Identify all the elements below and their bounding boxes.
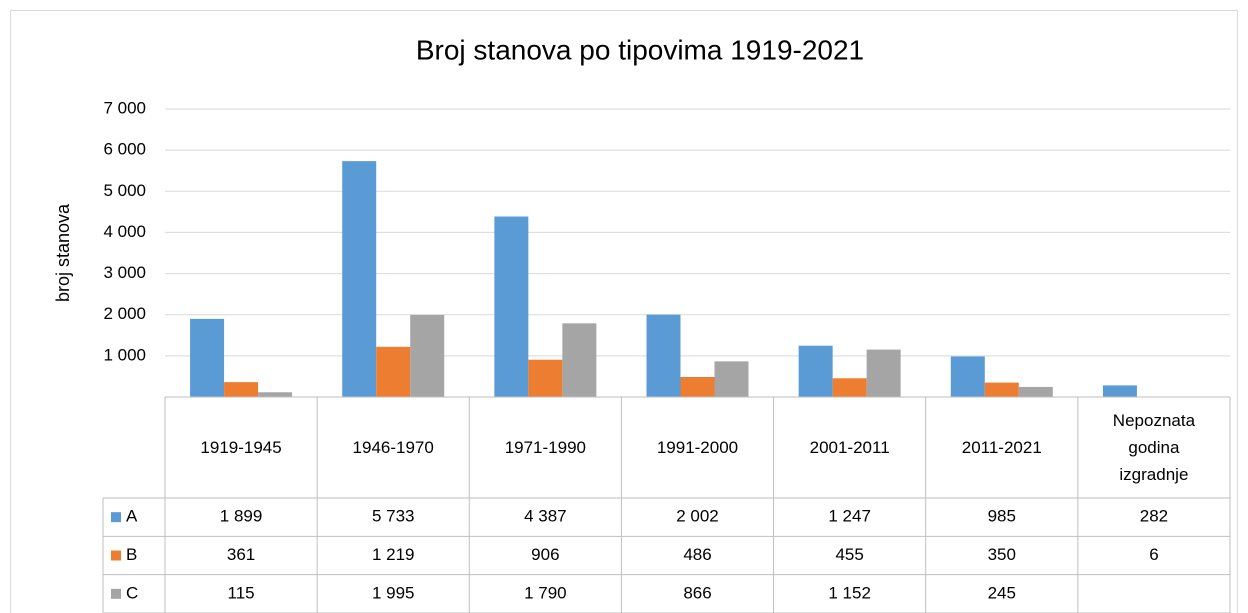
table-value: 4 387 <box>524 507 567 526</box>
chart-border <box>10 10 1238 613</box>
x-tick-label: 2001-2011 <box>809 438 890 457</box>
table-value: 906 <box>531 545 559 564</box>
bar <box>984 382 1019 397</box>
bar <box>528 359 563 397</box>
bar <box>832 378 867 397</box>
bar <box>1102 385 1137 397</box>
x-tick-label: 1919-1945 <box>200 438 282 457</box>
bar <box>258 392 293 397</box>
table-value: 1 790 <box>524 583 567 602</box>
bar <box>562 323 597 397</box>
x-tick-label-box: 1971-1990 <box>504 438 586 457</box>
y-tick-label: 5 000 <box>103 181 146 200</box>
legend-label: A <box>126 507 138 526</box>
table-value: 282 <box>1140 507 1168 526</box>
bar <box>680 377 715 397</box>
legend-key <box>111 550 121 561</box>
table-value: 361 <box>227 545 255 564</box>
y-tick-label: 1 000 <box>103 345 146 364</box>
table-value: 115 <box>228 583 255 602</box>
table-value: 1 219 <box>372 545 415 564</box>
bar <box>646 314 681 397</box>
y-tick-label: 7 000 <box>103 98 146 117</box>
bar <box>1018 386 1053 397</box>
x-tick-label-box: Nepoznata godina izgradnje <box>1112 411 1196 484</box>
y-axis-title: broj stanova <box>53 203 73 302</box>
bar <box>950 356 985 397</box>
table-value: 6 <box>1149 545 1158 564</box>
x-tick-label: 1946-1970 <box>352 438 434 457</box>
legend-key <box>111 512 121 523</box>
bar <box>224 382 259 397</box>
bar <box>714 361 749 397</box>
bar <box>494 216 529 397</box>
table-value: 1 899 <box>220 507 263 526</box>
bar <box>190 318 225 397</box>
bar <box>342 161 377 397</box>
y-tick-label: 3 000 <box>103 263 146 282</box>
legend-label: B <box>126 545 137 564</box>
table-value: 5 733 <box>372 507 415 526</box>
y-tick-label: 4 000 <box>103 222 146 241</box>
chart-title: Broj stanova po tipovima 1919-2021 <box>416 34 864 65</box>
table-value: 1 152 <box>828 583 871 602</box>
table-value: 2 002 <box>676 507 719 526</box>
bar <box>410 314 445 397</box>
x-tick-label-box: 2001-2011 <box>809 438 890 457</box>
x-tick-label: 1991-2000 <box>656 438 739 457</box>
table-value: 866 <box>683 583 711 602</box>
table-value: 1 247 <box>828 507 871 526</box>
x-tick-label: Nepoznata godina izgradnje <box>1112 411 1196 484</box>
x-tick-label-box: 1919-1945 <box>200 438 282 457</box>
table-value: 1 995 <box>372 583 415 602</box>
bar <box>376 346 411 397</box>
y-tick-label: 2 000 <box>103 304 146 323</box>
table-value: 245 <box>988 583 1016 602</box>
x-tick-label-box: 1946-1970 <box>352 438 434 457</box>
legend-key <box>111 588 121 599</box>
table-value: 486 <box>683 545 711 564</box>
legend-label: C <box>126 583 138 602</box>
table-value: 455 <box>835 545 863 564</box>
bar <box>866 349 901 397</box>
table-value: 350 <box>988 545 1016 564</box>
table-value: 985 <box>988 507 1016 526</box>
x-tick-label-box: 1991-2000 <box>656 438 739 457</box>
x-tick-label-box: 2011-2021 <box>961 438 1042 457</box>
x-tick-label: 1971-1990 <box>504 438 586 457</box>
y-tick-label: 6 000 <box>103 140 146 159</box>
x-tick-label: 2011-2021 <box>961 438 1042 457</box>
bar <box>798 345 833 397</box>
